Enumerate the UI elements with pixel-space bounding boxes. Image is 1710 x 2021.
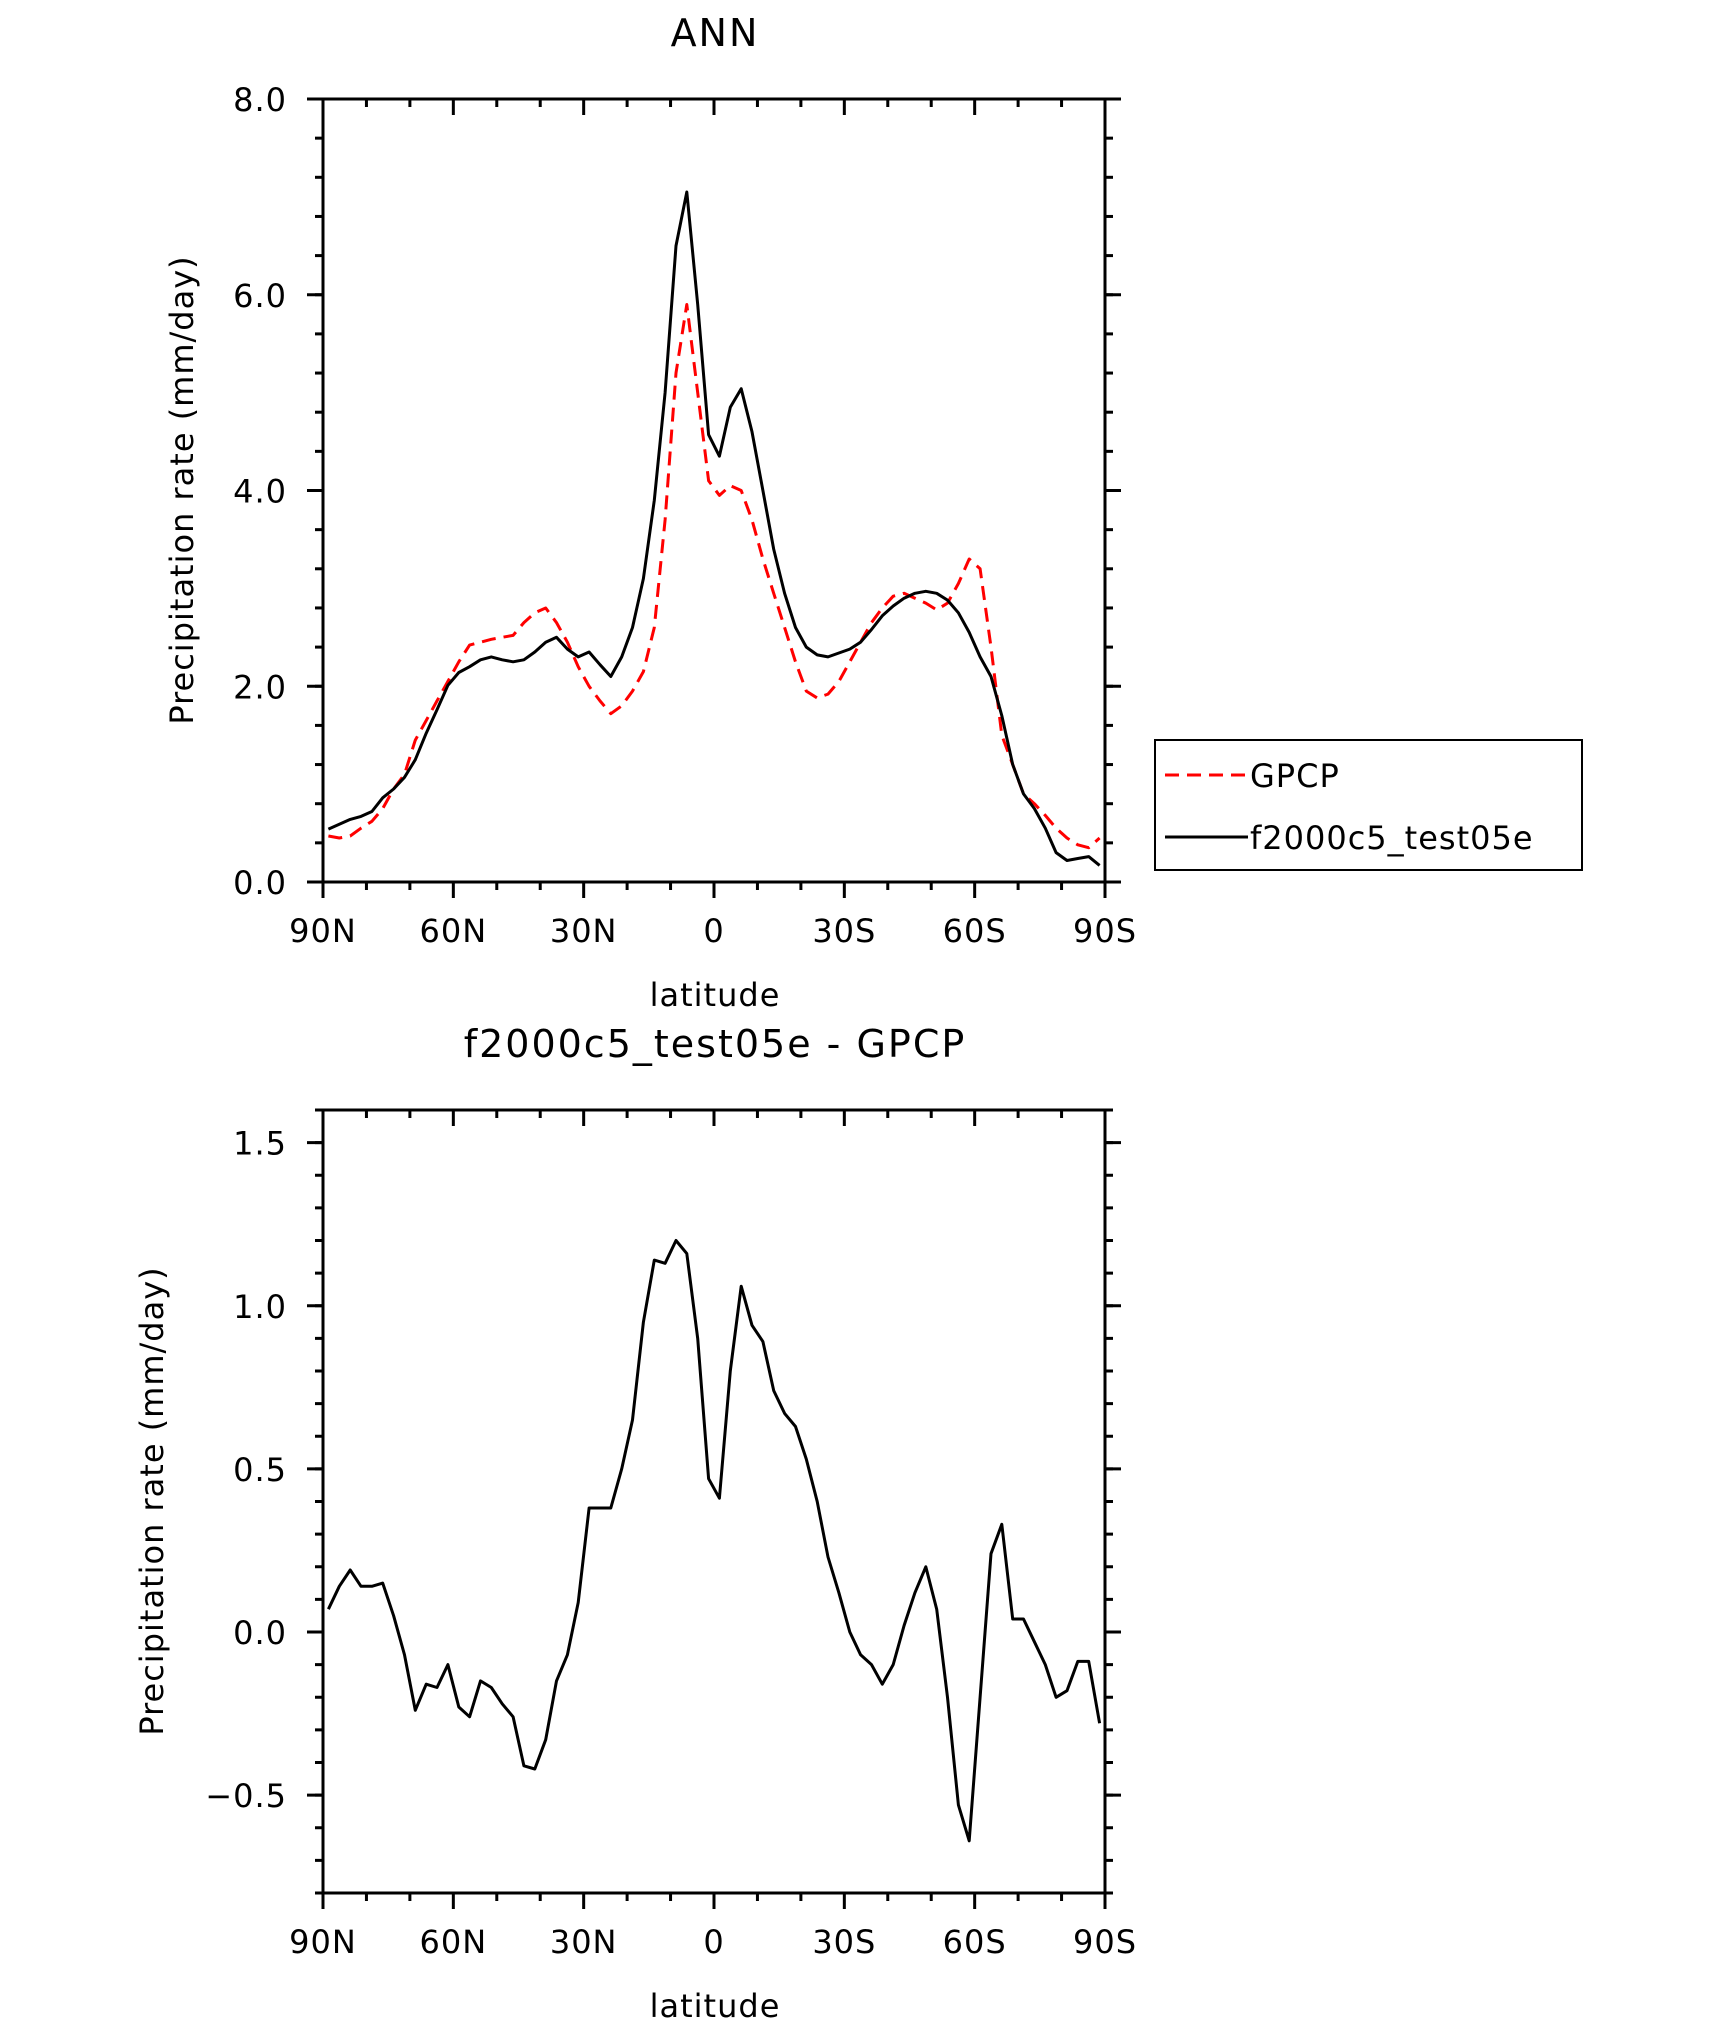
y-tick-label: 2.0: [233, 668, 287, 706]
legend-box: [1154, 739, 1583, 871]
x-tick-label: 90N: [289, 912, 357, 950]
top-x-axis-label: latitude: [650, 976, 781, 1014]
top-series-group: [327, 190, 1101, 867]
x-tick-label: 30S: [812, 1923, 876, 1961]
x-tick-label: 60S: [943, 1923, 1007, 1961]
y-tick-label: 1.5: [233, 1125, 287, 1163]
top-y-axis-label: Precipitation rate (mm/day): [163, 255, 201, 724]
x-tick-label: 90S: [1073, 1923, 1137, 1961]
x-tick-label: 30S: [812, 912, 876, 950]
bottom-series-group: [327, 1239, 1102, 1843]
y-tick-label: −0.5: [205, 1777, 287, 1815]
y-tick-label: 4.0: [233, 473, 287, 511]
bottom-x-axis-label: latitude: [650, 1987, 781, 2021]
y-tick-label: 1.0: [233, 1288, 287, 1326]
x-tick-label: 30N: [550, 1923, 618, 1961]
y-tick-label: 0.0: [233, 1614, 287, 1652]
x-tick-label: 60S: [943, 912, 1007, 950]
x-tick-label: 60N: [420, 912, 488, 950]
top-tick-marks: [307, 97, 1121, 898]
y-tick-label: 0.5: [233, 1451, 287, 1489]
bottom-y-axis-label: Precipitation rate (mm/day): [133, 1266, 171, 1735]
x-tick-label: 0: [703, 1923, 724, 1961]
top-plot-frame: [321, 97, 1107, 884]
series-line-f2000c5-test05e: [327, 190, 1101, 867]
x-tick-label: 90S: [1073, 912, 1137, 950]
y-tick-label: 6.0: [233, 277, 287, 315]
legend: GPCP f2000c5_test05e: [1154, 739, 1583, 871]
bottom-x-tick-labels: 90N 60N 30N 0 30S 60S 90S: [289, 1923, 1137, 1961]
top-y-tick-labels: 0.0 2.0 4.0 6.0 8.0: [233, 81, 287, 902]
bottom-chart-title: f2000c5_test05e - GPCP: [464, 1022, 967, 1066]
series-line-f2000c5-test05e-gpcp: [327, 1239, 1102, 1843]
legend-label-gpcp: GPCP: [1250, 757, 1340, 795]
top-panel: ANN 90N 60N 30N 0 30S 60S 90S 0.02.04.06.08.0 …: [163, 11, 1583, 1014]
x-tick-label: 90N: [289, 1923, 357, 1961]
series-line-gpcp: [328, 303, 1101, 850]
top-x-tick-labels: 90N 60N 30N 0 30S 60S 90S: [289, 912, 1137, 950]
bottom-panel: f2000c5_test05e - GPCP 90N 60N 30N 0 30S 60S 9…: [133, 1022, 1137, 2021]
y-tick-label: 8.0: [233, 81, 287, 119]
x-tick-label: 30N: [550, 912, 618, 950]
y-tick-label: 0.0: [233, 864, 287, 902]
top-chart-title: ANN: [671, 11, 760, 55]
legend-label-model: f2000c5_test05e: [1250, 819, 1534, 857]
bottom-plot-frame: [321, 1108, 1107, 1895]
x-tick-label: 0: [703, 912, 724, 950]
bottom-y-tick-labels: −0.5 0.0 0.5 1.0 1.5: [205, 1125, 287, 1816]
x-tick-label: 60N: [420, 1923, 488, 1961]
bottom-tick-marks: [307, 1108, 1121, 1909]
